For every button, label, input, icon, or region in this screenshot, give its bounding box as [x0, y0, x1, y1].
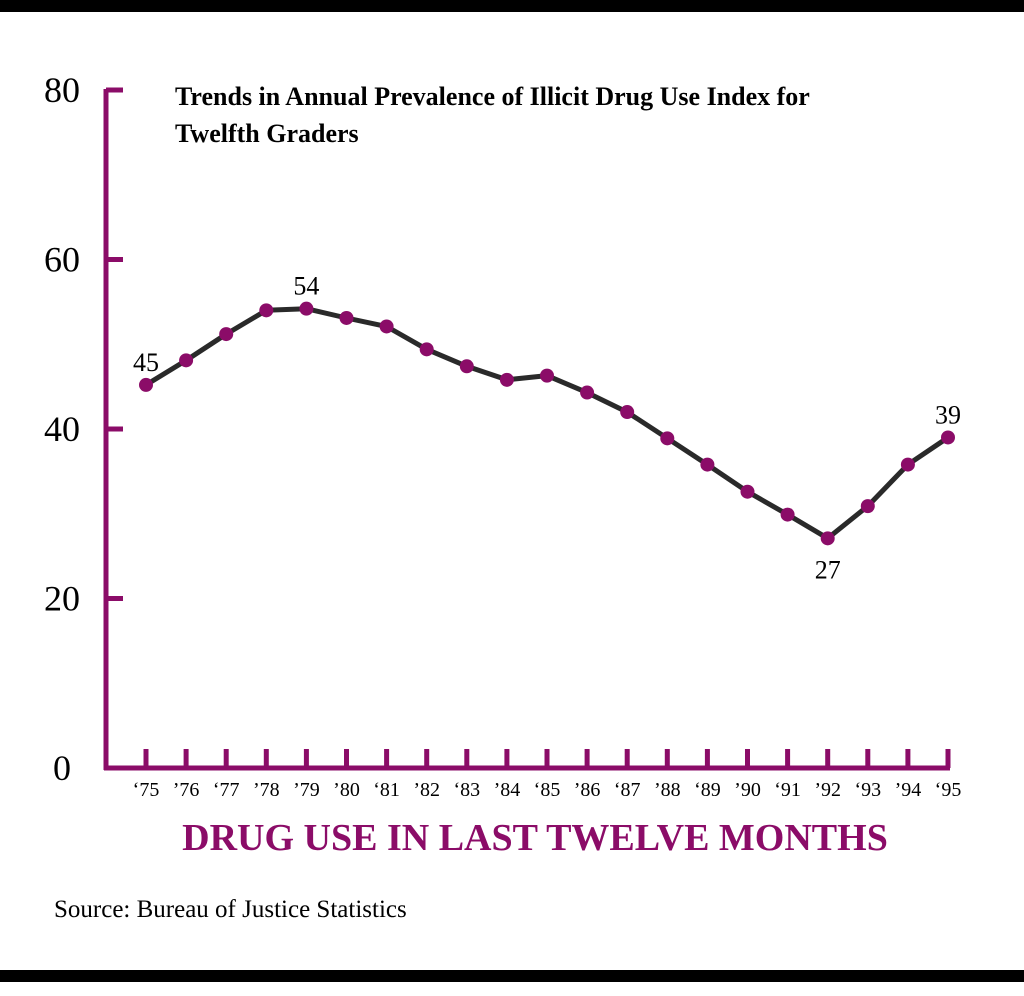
data-point [660, 431, 675, 446]
x-tick-label: ’76 [173, 779, 200, 801]
x-tick-label: ‘87 [614, 779, 641, 801]
chart-title: Trends in Annual Prevalence of Illicit D… [175, 82, 810, 148]
x-tick-label: ’90 [734, 779, 761, 801]
series-path [144, 306, 950, 541]
x-tick-label: ‘85 [534, 779, 561, 801]
y-tick-label: 0 [53, 748, 71, 788]
data-label: 27 [815, 555, 841, 584]
data-point [860, 499, 875, 514]
x-tick-label: ‘95 [935, 779, 962, 801]
data-point [459, 359, 474, 374]
x-tick-label: ‘91 [774, 779, 801, 801]
y-tick-label: 20 [44, 579, 80, 619]
data-point [419, 342, 434, 357]
data-point [139, 377, 153, 392]
y-tick-label: 60 [44, 240, 80, 280]
x-tick-label: ’80 [333, 779, 360, 801]
x-tick-label: ’78 [253, 779, 280, 801]
x-tick-label: ’94 [895, 779, 922, 801]
y-tick-label: 80 [44, 70, 80, 110]
data-point [740, 484, 755, 499]
bottom-border [0, 970, 1024, 982]
data-point [379, 319, 394, 334]
data-point [941, 430, 955, 445]
data-point [179, 353, 194, 368]
x-tick-label: ‘81 [373, 779, 400, 801]
data-label: 39 [935, 400, 961, 429]
data-labels: 45 54 27 39 [133, 272, 961, 585]
chart-title-line: Twelfth Graders [175, 119, 359, 148]
x-axis-label: DRUG USE IN LAST TWELVE MONTHS [182, 817, 888, 859]
x-tick-label: ’88 [654, 779, 681, 801]
chart-title-line: Trends in Annual Prevalence of Illicit D… [175, 82, 810, 111]
x-tick-label: ’82 [413, 779, 440, 801]
y-axis: 0 20 40 60 80 [44, 70, 123, 788]
x-tick-label: ’79 [293, 779, 320, 801]
data-label: 54 [293, 272, 319, 301]
x-axis: ‘75 ’76 ‘77 ’78 ’79 ’80 ‘81 ’82 ‘83 ’84 ‘85 ’86 ‘87 ’… [104, 749, 961, 801]
x-tick-label: ’84 [494, 779, 521, 801]
x-tick-label: ’92 [814, 779, 841, 801]
x-tick-label: ‘89 [694, 779, 721, 801]
x-tick-label: ‘77 [213, 779, 240, 801]
data-point [780, 507, 795, 522]
data-label: 45 [133, 348, 159, 377]
data-point [540, 368, 554, 383]
y-tick-label: 40 [44, 409, 80, 449]
x-tick-label: ’86 [574, 779, 601, 801]
data-point [219, 327, 234, 342]
series-line [139, 301, 955, 546]
x-tick-label: ‘83 [453, 779, 480, 801]
source-note: Source: Bureau of Justice Statistics [54, 896, 407, 923]
data-point [620, 405, 635, 420]
data-point [580, 385, 595, 400]
top-border [0, 0, 1024, 12]
data-point [900, 457, 915, 472]
data-point [259, 303, 274, 318]
data-point [820, 531, 835, 546]
x-tick-label: ‘75 [133, 779, 160, 801]
data-point [299, 301, 314, 316]
data-point [339, 310, 354, 325]
x-tick-label: ‘93 [854, 779, 881, 801]
data-point [499, 372, 514, 387]
data-point [700, 457, 715, 472]
